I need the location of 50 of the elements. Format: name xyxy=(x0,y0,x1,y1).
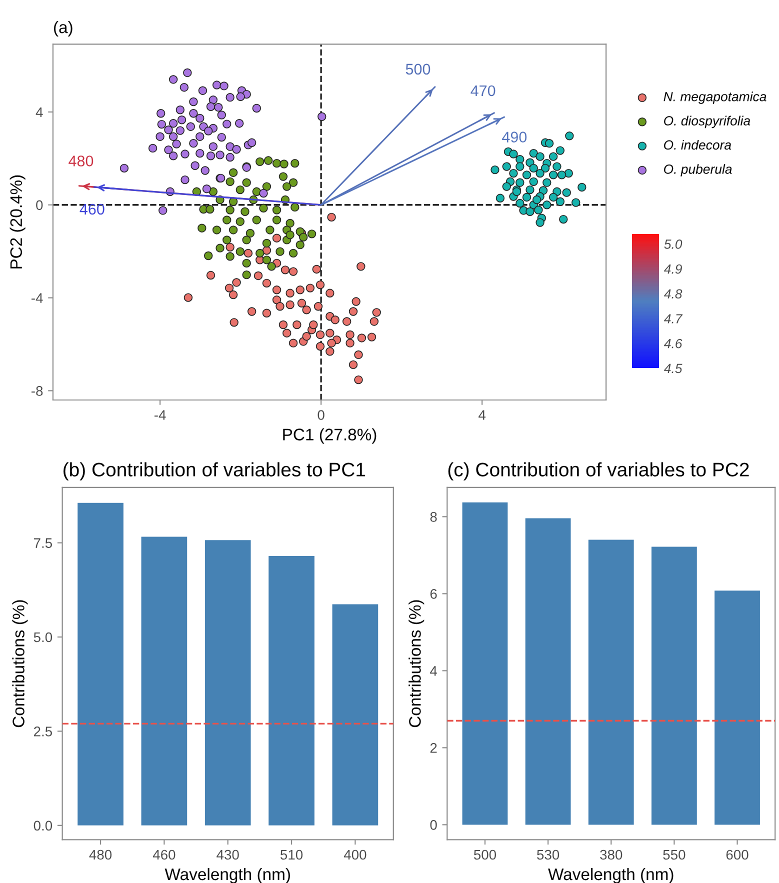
x-tick-label: 460 xyxy=(152,850,176,860)
color-bar-label: 4.9 xyxy=(664,264,682,274)
x-axis-title: PC1 (27.8%) xyxy=(283,428,376,444)
x-tick-label: 510 xyxy=(280,850,303,860)
x-axis-title: Wavelength (nm) xyxy=(164,868,290,883)
y-tick-label: 7.5 xyxy=(34,538,52,548)
x-tick-label: 430 xyxy=(216,850,239,860)
x-tick-label: 500 xyxy=(474,850,496,860)
y-tick-label: 5.0 xyxy=(34,632,52,642)
x-tick-label: -4 xyxy=(154,410,166,420)
legend-label: O. indecora xyxy=(664,140,732,150)
y-tick-label: 4 xyxy=(430,666,438,676)
legend-label: O. diospyrifolia xyxy=(664,116,750,128)
y-tick-label: 0 xyxy=(430,820,437,830)
y-axis-title: PC2 (20.4%) xyxy=(10,175,26,268)
annotation: 460 xyxy=(80,204,104,215)
chart-title: (b) Contribution of variables to PC1 xyxy=(64,462,366,480)
x-tick-label: 550 xyxy=(663,850,686,860)
x-axis-title: Wavelength (nm) xyxy=(548,868,674,883)
y-tick-label: 2.5 xyxy=(34,726,52,736)
x-tick-label: 530 xyxy=(537,850,560,860)
color-bar-label: 4.8 xyxy=(664,289,682,299)
y-tick-label: -8 xyxy=(32,386,43,396)
annotation: 500 xyxy=(406,64,430,75)
color-bar-label: 4.6 xyxy=(664,338,682,348)
chart-title: (c) Contribution of variables to PC2 xyxy=(448,462,749,480)
y-tick-label: 0.0 xyxy=(34,820,52,831)
chart-title: (a) xyxy=(54,20,72,36)
legend-label: N. megapotamica xyxy=(664,92,766,104)
y-axis-title: Contributions (%) xyxy=(12,600,28,728)
color-bar-label: 5.0 xyxy=(664,240,682,249)
x-tick-label: 480 xyxy=(89,850,112,860)
y-tick-label: -4 xyxy=(32,293,43,303)
y-axis-title: Contributions (%) xyxy=(408,600,424,728)
x-tick-label: 600 xyxy=(726,850,748,860)
y-tick-label: 2 xyxy=(430,743,437,753)
y-tick-label: 8 xyxy=(430,512,437,522)
x-tick-label: 400 xyxy=(344,850,366,860)
annotation: 490 xyxy=(502,132,527,142)
color-bar-label: 4.5 xyxy=(664,364,682,374)
x-tick-label: 0 xyxy=(318,410,324,420)
annotation: 470 xyxy=(470,85,496,96)
y-tick-label: 6 xyxy=(430,589,437,599)
x-tick-label: 380 xyxy=(600,850,622,860)
x-tick-label: 4 xyxy=(478,410,486,420)
y-tick-label: 0 xyxy=(36,200,43,210)
annotation: 480 xyxy=(68,156,94,166)
legend-label: O. puberula xyxy=(664,164,732,176)
y-tick-label: 4 xyxy=(36,107,43,118)
color-bar-label: 4.7 xyxy=(664,314,683,324)
